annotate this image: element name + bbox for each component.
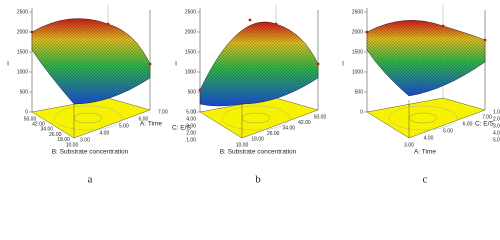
design-point (198, 88, 202, 92)
panel-label: b (255, 174, 261, 186)
z-axis-title: I (175, 61, 177, 68)
z-tick-label: 500 (20, 89, 29, 95)
bottom-tick-label: 50.00 (314, 114, 327, 120)
design-point (148, 62, 152, 66)
z-tick-label: 2500 (17, 9, 28, 15)
z-axis-title: I (342, 61, 344, 68)
panel: 05001000150020002500I3.004.005.006.007.0… (342, 4, 500, 186)
bottom-tick-label: 34.00 (41, 127, 54, 133)
bottom-tick-label: 42.00 (32, 122, 45, 128)
side-tick-label: 4.00 (186, 116, 196, 122)
surface-mesh (200, 21, 318, 106)
side-tick-label: 4.00 (100, 130, 110, 136)
z-tick-label: 1000 (17, 69, 28, 75)
z-tick-label: 2000 (352, 29, 363, 35)
panel: 0 500 1000 1500 2000 2500 I 50.0042.0034.0026.0… (7, 4, 168, 186)
side-tick-label: 6.00 (139, 116, 149, 122)
contour (221, 105, 291, 131)
side-tick-label: 2.00 (186, 130, 196, 136)
z-tick-label: 2000 (17, 29, 28, 35)
bottom-tick-label: 10.00 (66, 142, 79, 148)
z-tick-label: 500 (355, 89, 364, 95)
z-tick-label: 1000 (352, 69, 363, 75)
bottom-tick-label: 26.00 (267, 131, 280, 137)
side-axis-title: A: Time (140, 121, 162, 128)
z-tick-label: 0 (360, 109, 363, 115)
side-tick-label: 5.00 (493, 137, 500, 143)
panel-label: c (423, 174, 428, 186)
design-point (106, 22, 110, 26)
contour (388, 105, 458, 131)
side-tick-label: 3.00 (186, 123, 196, 129)
z-tick-label: 2500 (185, 9, 196, 15)
z-tick-label: 1500 (185, 49, 196, 55)
bottom-tick-label: 26.00 (49, 132, 62, 138)
surface-mesh (32, 18, 150, 104)
side-tick-label: 3.00 (493, 123, 500, 129)
side-tick-label: 5.00 (119, 123, 129, 129)
floor (366, 97, 486, 139)
figure: 05001000150020002500I50.0042.0034.0026.0… (7, 4, 500, 186)
design-point (248, 18, 252, 22)
side-tick-label: 1.00 (186, 137, 196, 143)
side-tick-label: 3.00 (80, 137, 90, 143)
z-tick-label: 1000 (185, 69, 196, 75)
side-tick-label: 4.00 (493, 130, 500, 136)
bottom-tick-label: 5.00 (443, 128, 453, 134)
side-axis-title: C: E/S (172, 125, 191, 132)
design-point (483, 38, 487, 42)
surface-mesh (367, 20, 485, 97)
design-point (80, 18, 84, 22)
bottom-tick-label: 42.00 (298, 120, 311, 126)
side-tick-label: 5.00 (186, 109, 196, 115)
design-point (316, 62, 320, 66)
panel: 0 500 1000 1500 2000 2500 I 10.0018.0026.0034.0… (172, 4, 326, 186)
bottom-tick-label: 18.00 (57, 137, 70, 143)
z-tick-label: 2500 (352, 9, 363, 15)
panel-label: a (88, 174, 93, 186)
side-tick-label: 1.00 (493, 109, 500, 115)
bottom-tick-label: 34.00 (283, 126, 296, 132)
bottom-tick-label: 4.00 (424, 135, 434, 141)
z-tick-label: 2000 (185, 29, 196, 35)
design-point (441, 24, 445, 28)
side-tick-label: 7.00 (158, 109, 168, 115)
bottom-tick-label: 10.00 (236, 142, 249, 148)
design-point (274, 22, 278, 26)
bottom-axis-title: A: Time (414, 149, 436, 156)
bottom-axis-title: B: Substrate concentration (220, 149, 297, 156)
bottom-axis-title: B: Substrate concentration (52, 149, 129, 156)
bottom-tick-label: 50.00 (24, 116, 37, 122)
bottom-tick-label: 6.00 (463, 121, 473, 127)
z-tick-label: 1500 (352, 49, 363, 55)
bottom-tick-label: 7.00 (482, 114, 492, 120)
z-tick-label: 0 (193, 109, 196, 115)
z-tick-label: 500 (188, 89, 197, 95)
z-axis-title: I (7, 61, 9, 68)
contour (53, 105, 123, 131)
bottom-tick-label: 3.00 (404, 142, 414, 148)
side-axis-title: C: E/S (475, 121, 494, 128)
design-point (415, 20, 419, 24)
side-tick-label: 2.00 (493, 116, 500, 122)
z-tick-label: 1500 (17, 49, 28, 55)
bottom-tick-label: 18.00 (251, 137, 264, 143)
z-tick-label: 0 (25, 109, 28, 115)
